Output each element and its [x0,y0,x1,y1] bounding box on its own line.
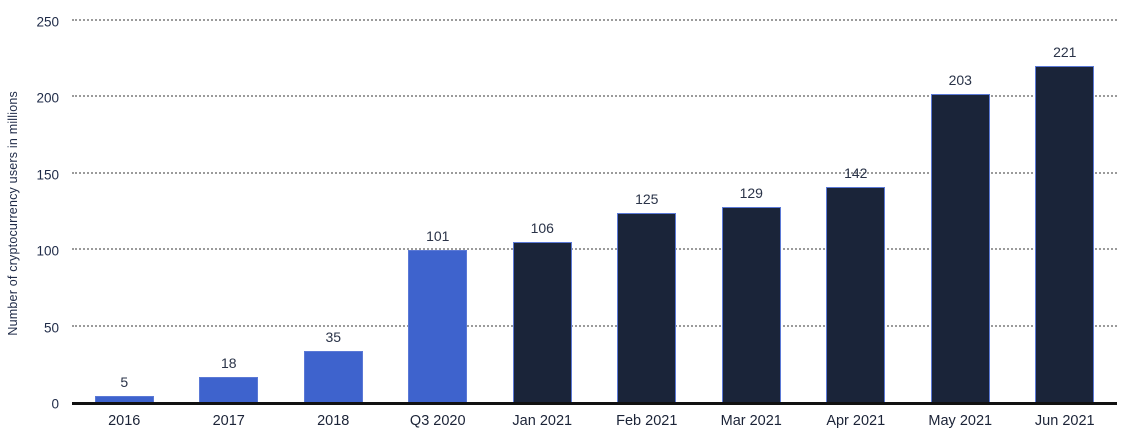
bar-value-label: 35 [325,328,342,345]
bar-value-label: 125 [635,191,659,207]
bar-slot: 5 [72,22,177,404]
bar-slot: 142 [804,22,909,404]
y-tick-label: 150 [36,167,59,183]
x-tick-label: 2018 [317,413,350,429]
bar [1035,66,1095,404]
bar-slot: 125 [595,22,700,404]
plot-area: 0 50 100 150 200 250 5 18 35 101 106 125 129 142 203 22… [36,15,1117,429]
bar [512,242,572,404]
gridline [72,248,1117,251]
y-tick-label: 100 [36,243,59,259]
x-tick-label: Jan 2021 [512,413,573,429]
bar-slot: 203 [908,22,1013,404]
x-tick-label: Apr 2021 [826,413,886,429]
gridline [72,171,1117,174]
x-axis-labels: 2016 2017 2018 Q3 2020 Jan 2021 Feb 2021 Mar 2… [72,413,1117,429]
bars-row: 5 18 35 101 106 125 129 142 203 221 [72,22,1117,404]
x-tick-label: May 2021 [928,413,993,429]
bar [930,93,990,404]
bar-slot: 101 [386,22,491,404]
gridline [72,95,1117,98]
x-tick-label: Q3 2020 [409,413,466,429]
x-tick-label: Feb 2021 [616,413,678,429]
bar-value-label: 203 [948,71,972,88]
bar [408,249,468,404]
bar [199,376,259,404]
gridline [72,324,1117,327]
bar-slot: 35 [281,22,386,404]
y-tick-label: 0 [51,396,59,412]
bar-slot: 221 [1013,22,1118,404]
bar-value-label: 18 [220,354,237,371]
bar [826,187,886,404]
x-tick-label: Jun 2021 [1034,413,1095,429]
x-tick-label: Mar 2021 [720,413,782,429]
x-tick-label: 2016 [108,413,141,429]
y-axis-title-container: Number of cryptocurrency users in millio… [6,30,20,396]
bar-value-label: 142 [844,165,868,182]
bar [303,350,363,404]
bar-value-label: 106 [530,220,554,237]
y-axis-title: Number of cryptocurrency users in millio… [6,90,20,336]
bar-value-label: 101 [426,227,450,244]
bar [617,213,677,404]
bar-slot: 129 [699,22,804,404]
bar-value-label: 129 [739,184,763,201]
bar-value-label: 5 [120,374,129,391]
bar-slot: 18 [177,22,282,404]
x-tick-label: 2017 [212,413,245,429]
x-axis-line [72,402,1117,405]
y-tick-label: 250 [36,14,59,30]
bar [721,206,781,404]
bar-value-label: 221 [1053,44,1077,61]
gridline [72,19,1117,21]
y-tick-label: 200 [36,90,59,106]
y-tick-label: 50 [43,320,59,336]
bar-slot: 106 [490,22,595,404]
